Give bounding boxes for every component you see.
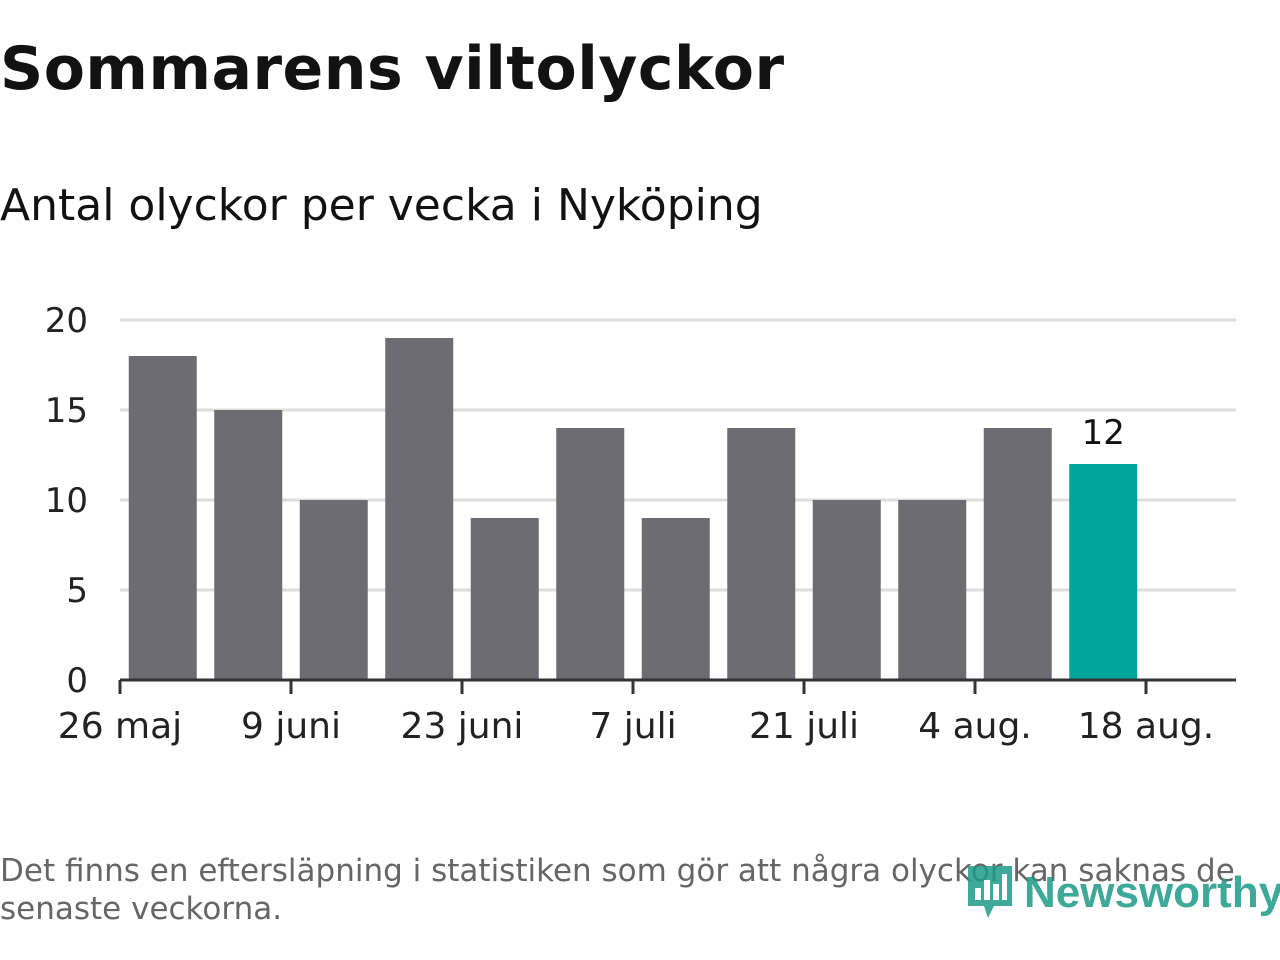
bar-highlight xyxy=(1069,464,1138,680)
bar xyxy=(812,500,881,680)
chart-title: Sommarens viltolyckor xyxy=(0,34,785,104)
x-tick-label: 23 juni xyxy=(401,706,524,747)
x-tick-label: 18 aug. xyxy=(1078,706,1214,747)
newsworthy-logo-icon xyxy=(968,866,1012,918)
y-tick-label: 5 xyxy=(66,571,88,611)
newsworthy-logo: Newsworthy xyxy=(964,862,1280,924)
bar xyxy=(299,500,368,680)
bar xyxy=(727,428,796,680)
bar xyxy=(128,356,197,680)
x-tick-label: 4 aug. xyxy=(918,706,1032,747)
bar xyxy=(983,428,1052,680)
bar xyxy=(641,518,710,680)
y-tick-label: 20 xyxy=(45,301,88,341)
footnote: Det finns en eftersläpning i statistiken… xyxy=(0,853,1235,927)
y-tick-label: 10 xyxy=(45,481,88,521)
bar xyxy=(470,518,539,680)
newsworthy-logo-text: Newsworthy xyxy=(1024,868,1280,917)
x-tick-label: 9 juni xyxy=(241,706,341,747)
y-tick-label: 15 xyxy=(45,391,88,431)
y-tick-label: 0 xyxy=(66,661,88,701)
x-tick-label: 7 juli xyxy=(589,706,676,747)
bar-chart: 0 5 10 15 20 12 26 maj 9 juni 23 juni 7 juli 21 ju… xyxy=(45,301,1236,747)
x-tick-label: 26 maj xyxy=(58,706,182,747)
x-tick-label: 21 juli xyxy=(749,706,859,747)
bar xyxy=(214,410,283,680)
chart-subtitle: Antal olyckor per vecka i Nyköping xyxy=(0,180,763,231)
bar xyxy=(556,428,625,680)
bar xyxy=(898,500,967,680)
bar xyxy=(385,338,454,680)
data-label: 12 xyxy=(1082,413,1125,453)
